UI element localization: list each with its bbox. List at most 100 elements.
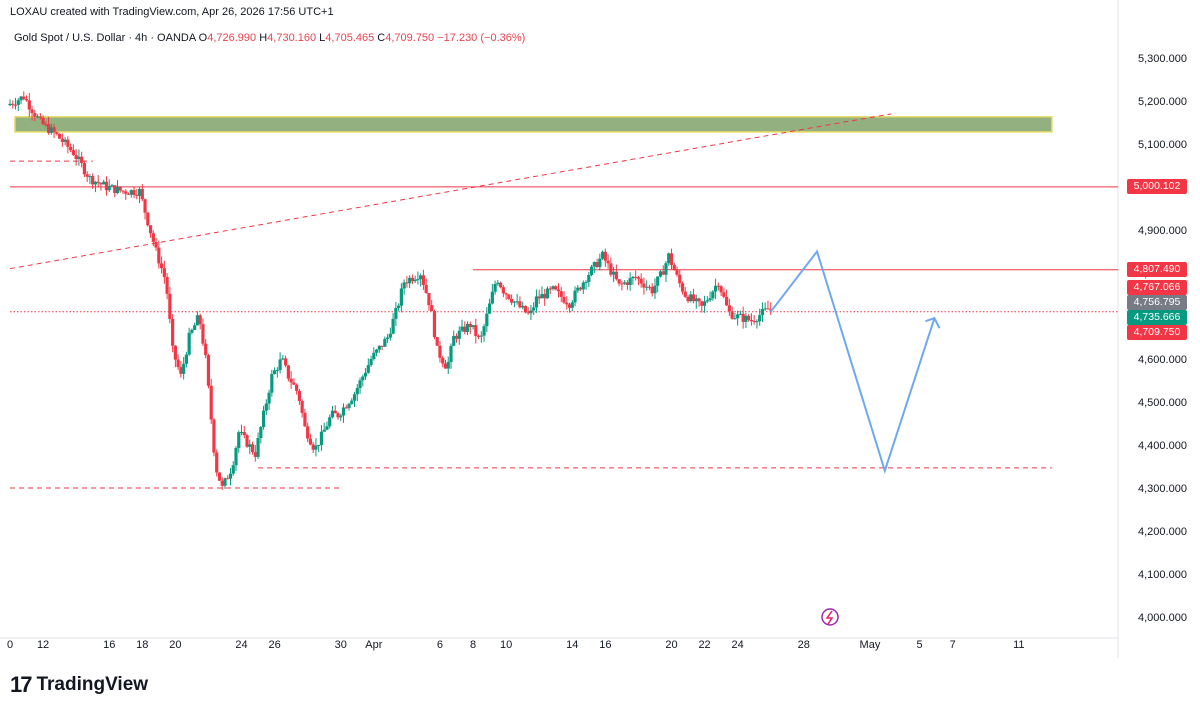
candle-body: [281, 358, 285, 360]
candle-body: [132, 190, 136, 195]
candle-body: [645, 286, 649, 288]
candle-body: [350, 400, 354, 404]
candle-body: [91, 176, 95, 185]
candle-body: [93, 181, 98, 185]
candle-body: [523, 305, 528, 313]
candle-body: [226, 478, 230, 480]
x-tick-label: 20: [665, 639, 677, 651]
candle-body: [631, 276, 635, 279]
candle-body: [195, 315, 200, 326]
candle-body: [399, 288, 403, 306]
candle-body: [749, 319, 754, 321]
candle-body: [135, 194, 139, 196]
candle-body: [77, 156, 81, 160]
candle-body: [347, 403, 351, 409]
candle-body: [231, 465, 235, 474]
candle-body: [700, 301, 704, 306]
candle-body: [612, 271, 616, 275]
candle-body: [159, 263, 164, 269]
candle-body: [410, 277, 415, 282]
candle-body: [609, 263, 613, 275]
event-lightning-icon: [821, 608, 839, 626]
candle-body: [248, 444, 252, 447]
candle-body: [261, 410, 266, 428]
candle-body: [234, 447, 238, 466]
symbol-name[interactable]: Gold Spot / U.S. Dollar · 4h · OANDA: [14, 32, 196, 44]
candle-body: [193, 325, 197, 330]
candle-body: [545, 288, 550, 299]
candle-body: [405, 282, 409, 284]
candle-body: [733, 318, 737, 320]
candle-body: [330, 410, 335, 418]
x-tick-label: 18: [136, 639, 148, 651]
x-tick-label: 16: [599, 639, 611, 651]
candle-body: [341, 407, 346, 416]
candle-body: [328, 417, 332, 427]
candle-body: [521, 305, 525, 308]
candle-body: [121, 190, 125, 192]
candle-body: [154, 242, 158, 248]
candle-body: [355, 388, 359, 395]
candle-body: [595, 262, 599, 268]
candle-body: [80, 156, 84, 164]
candle-body: [71, 150, 75, 156]
candle-body: [683, 291, 687, 297]
candle-body: [567, 304, 572, 308]
tradingview-logo-icon: 17: [10, 672, 33, 697]
candle-body: [110, 185, 114, 187]
candle-body: [556, 289, 561, 292]
candle-body: [11, 103, 15, 105]
candle-body: [237, 432, 241, 448]
candle-body: [344, 407, 348, 409]
candle-body: [427, 293, 431, 306]
candle-body: [565, 302, 569, 305]
candle-body: [99, 183, 103, 185]
candle-body: [419, 275, 423, 280]
candle-body: [184, 354, 188, 364]
candle-body: [653, 285, 657, 294]
candle-body: [22, 96, 26, 100]
candle-body: [760, 309, 765, 316]
candle-body: [584, 281, 588, 283]
candle-body: [16, 100, 20, 105]
candle-body: [267, 392, 271, 404]
candle-body: [747, 315, 751, 320]
candle-body: [41, 117, 45, 125]
candle-body: [589, 266, 594, 276]
candle-body: [559, 291, 563, 297]
candle-body: [300, 400, 304, 413]
candle-body: [19, 96, 23, 101]
candle-body: [719, 286, 723, 293]
high-value: 4,730.160: [267, 32, 317, 44]
candle-body: [504, 293, 508, 295]
candle-body: [499, 282, 503, 288]
tradingview-logo[interactable]: 17 TradingView: [10, 672, 148, 698]
candle-body: [179, 367, 183, 374]
candle-body: [537, 296, 541, 299]
candle-body: [44, 124, 48, 126]
candle-body: [479, 335, 483, 337]
candle-body: [697, 298, 701, 302]
candle-body: [581, 282, 585, 290]
candle-body: [562, 296, 566, 303]
candle-body: [598, 258, 602, 268]
candle-body: [148, 225, 153, 234]
candle-body: [738, 313, 742, 315]
candle-body: [173, 345, 177, 360]
candle-body: [30, 109, 34, 114]
candle-body: [540, 293, 544, 299]
candle-body: [292, 382, 296, 385]
candle-body: [140, 188, 144, 200]
candle-body: [435, 337, 439, 346]
candle-body: [66, 139, 70, 147]
candle-body: [656, 276, 660, 286]
candle-body: [82, 163, 87, 175]
candle-body: [187, 332, 191, 355]
candle-body: [727, 305, 731, 312]
x-tick-label: 28: [798, 639, 810, 651]
y-tick-label: 4,600.000: [1138, 354, 1187, 366]
candle-body: [482, 326, 486, 336]
candle-body: [13, 104, 18, 106]
candle-body: [476, 335, 481, 337]
